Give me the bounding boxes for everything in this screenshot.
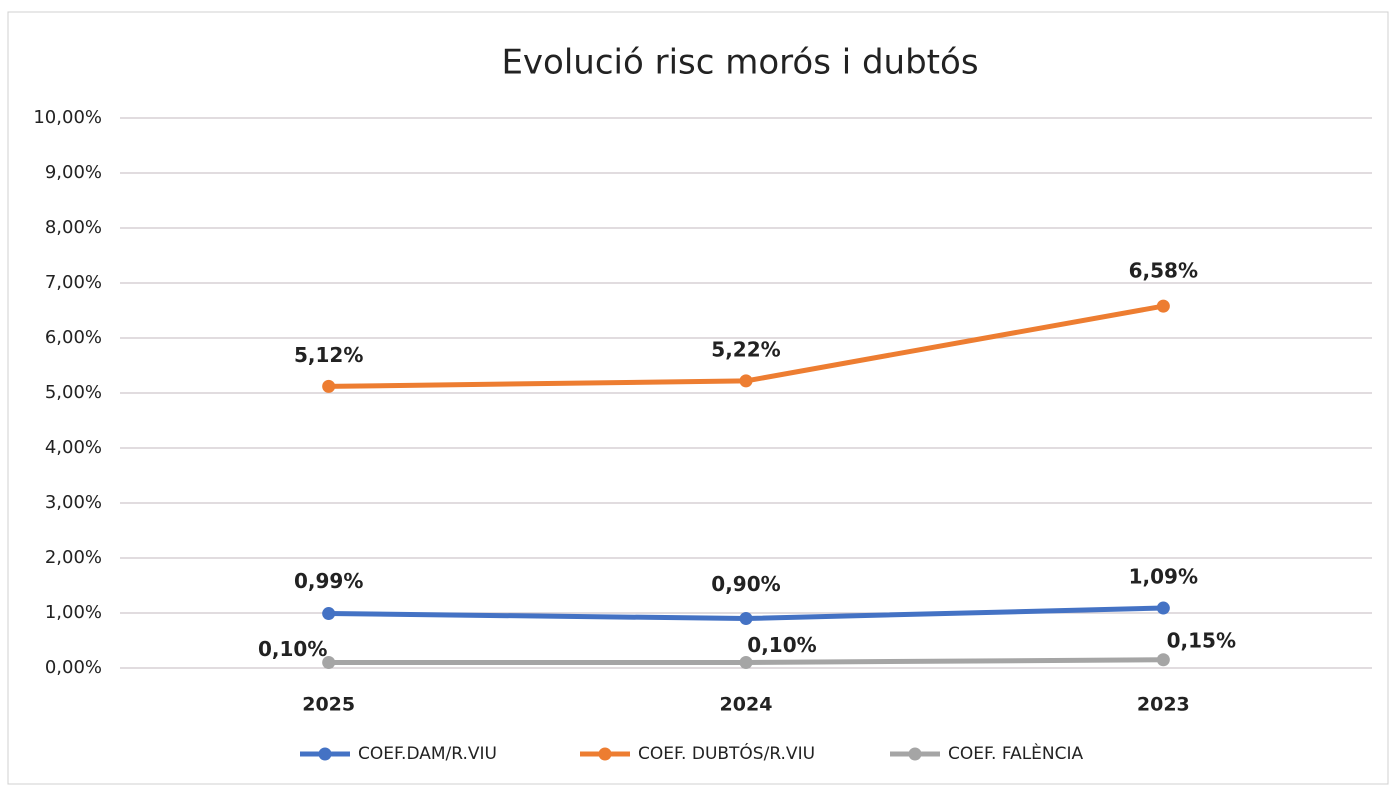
- y-tick-label: 6,00%: [45, 327, 102, 348]
- x-tick-label: 2025: [302, 694, 355, 716]
- x-tick-label: 2023: [1137, 694, 1190, 716]
- legend-label: COEF. FALÈNCIA: [948, 742, 1084, 764]
- legend-label: COEF.DAM/R.VIU: [358, 744, 497, 764]
- legend-marker: [598, 747, 612, 761]
- y-tick-label: 7,00%: [45, 272, 102, 293]
- data-point: [739, 612, 753, 625]
- data-label: 5,22%: [711, 337, 780, 361]
- data-label: 0,10%: [747, 633, 816, 657]
- x-tick-label: 2024: [720, 694, 773, 716]
- data-point: [1156, 299, 1170, 313]
- legend-label: COEF. DUBTÓS/R.VIU: [638, 742, 815, 764]
- y-tick-label: 8,00%: [45, 217, 102, 238]
- data-label: 0,90%: [711, 572, 780, 596]
- y-tick-label: 10,00%: [33, 107, 102, 128]
- data-point: [739, 656, 753, 669]
- data-label: 0,10%: [258, 637, 327, 661]
- data-label: 1,09%: [1129, 565, 1198, 589]
- y-tick-label: 0,00%: [45, 657, 102, 678]
- legend-marker: [318, 747, 332, 761]
- y-tick-label: 3,00%: [45, 492, 102, 513]
- chart-title: Evolució risc morós i dubtós: [501, 43, 978, 83]
- data-label: 0,99%: [294, 569, 363, 593]
- data-point: [322, 607, 336, 621]
- chart-frame: [7, 11, 1389, 785]
- data-point: [1156, 653, 1170, 667]
- data-point: [739, 374, 753, 388]
- y-tick-label: 2,00%: [45, 547, 102, 568]
- data-point: [322, 656, 336, 669]
- data-point: [1156, 601, 1170, 615]
- y-tick-label: 9,00%: [45, 162, 102, 183]
- data-label: 0,15%: [1167, 628, 1236, 652]
- y-tick-label: 4,00%: [45, 437, 102, 458]
- y-tick-label: 1,00%: [45, 602, 102, 623]
- data-label: 6,58%: [1129, 259, 1198, 283]
- y-tick-label: 5,00%: [45, 382, 102, 403]
- legend-marker: [908, 747, 922, 761]
- data-label: 5,12%: [294, 343, 363, 367]
- data-point: [322, 379, 336, 393]
